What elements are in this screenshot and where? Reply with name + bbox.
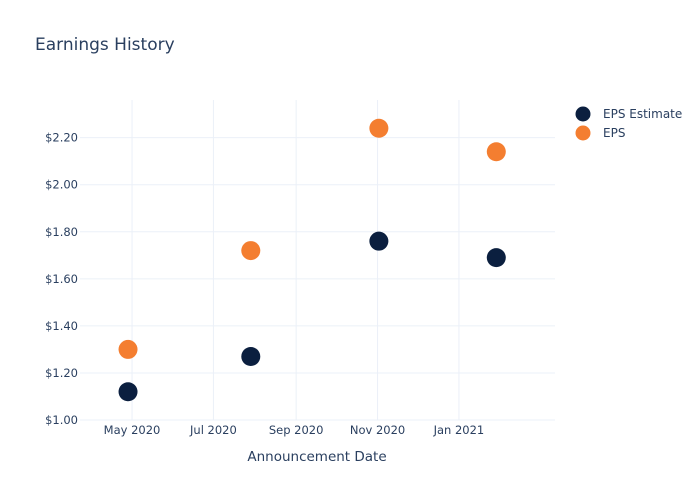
point-eps[interactable] (241, 241, 261, 261)
legend-item-eps-estimate[interactable]: EPS Estimate (575, 106, 683, 122)
y-tick-label: $1.40 (45, 319, 78, 333)
grid (80, 100, 555, 421)
point-eps[interactable] (486, 142, 506, 162)
x-tick-label: Sep 2020 (269, 423, 324, 437)
legend-item-eps[interactable]: EPS (575, 125, 626, 141)
point-eps-estimate[interactable] (369, 231, 389, 251)
y-tick-label: $2.00 (45, 178, 78, 192)
y-tick-label: $1.20 (45, 366, 78, 380)
x-axis-ticks: May 2020 Jul 2020 Sep 2020 Nov 2020 Jan 2021 (104, 423, 485, 437)
legend-marker (575, 125, 591, 141)
legend-label: EPS Estimate (603, 107, 682, 121)
point-eps[interactable] (369, 118, 389, 138)
x-tick-label: Jan 2021 (433, 423, 485, 437)
point-eps-estimate[interactable] (241, 346, 261, 366)
point-eps-estimate[interactable] (486, 248, 506, 268)
y-tick-label: $1.80 (45, 225, 78, 239)
legend[interactable]: EPS Estimate EPS (575, 106, 683, 141)
y-tick-label: $1.60 (45, 272, 78, 286)
x-tick-label: Jul 2020 (189, 423, 237, 437)
data-points (118, 118, 506, 402)
x-tick-label: Nov 2020 (350, 423, 405, 437)
x-tick-label: May 2020 (104, 423, 161, 437)
legend-marker (575, 106, 591, 122)
y-axis-ticks: $1.00 $1.20 $1.40 $1.60 $1.80 $2.00 $2.20 (45, 131, 78, 427)
y-tick-label: $1.00 (45, 413, 78, 427)
x-axis-title: Announcement Date (247, 449, 386, 465)
y-tick-label: $2.20 (45, 131, 78, 145)
legend-label: EPS (603, 126, 625, 140)
point-eps[interactable] (118, 339, 138, 359)
chart-title: Earnings History (35, 35, 175, 55)
point-eps-estimate[interactable] (118, 382, 138, 402)
